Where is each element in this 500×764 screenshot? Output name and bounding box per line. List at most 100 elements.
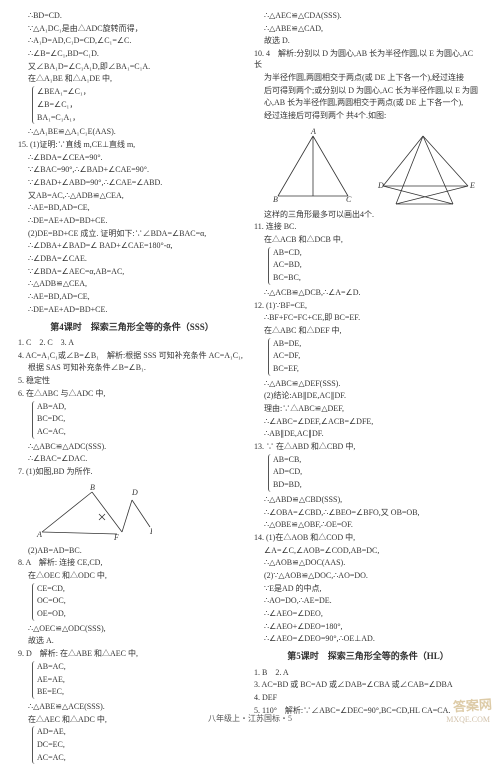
- text-line: ∴∠OBA=∠CBD,∴∠BEO=∠BFO,又 OB=OB,: [254, 507, 482, 518]
- text-line: ∴∠ABC=∠DEF,∠ACB=∠DFE,: [254, 416, 482, 427]
- text-line: 1. B 2. A: [254, 667, 482, 678]
- equation-line: BE=EC,: [37, 686, 246, 697]
- text-line: 后可得到两个;或分别以 D 为圆心,AC 长为半径作圆,以 E 为圆: [254, 85, 482, 96]
- text-line: 经过连接后可得到两个 共4个.如图:: [254, 110, 482, 121]
- svg-text:F: F: [113, 533, 119, 542]
- equation-line: BA₁=C₁A₁，: [37, 112, 246, 123]
- svg-text:C: C: [346, 195, 352, 204]
- text-line: ∴DE=AE+AD=BD+CE.: [18, 304, 246, 315]
- text-line: 9. D 解析: 在△ABE 和△AEC 中,: [18, 648, 246, 659]
- text-line: ∴△ABE≌△CAD,: [254, 23, 482, 34]
- text-line: ∴△ACB≌△DCB,∴∠A=∠D.: [254, 287, 482, 298]
- text-line: ∵△A₁DC₁是由△ADC旋转而得，: [18, 23, 246, 34]
- text-line: ∴AB∥DE,AC∥DF.: [254, 428, 482, 439]
- text-line: ∴△ABE≌△ACE(SSS).: [18, 701, 246, 712]
- text-line: 8. A 解析: 连接 CE,CD,: [18, 557, 246, 568]
- page-footer: 八年级上・江苏国标・5: [0, 713, 500, 724]
- left-column: ∴BD=CD. ∵△A₁DC₁是由△ADC旋转而得，∴A₁D=AD,C₁D=CD,…: [18, 10, 246, 707]
- text-line: 12. (1)∵BF=CE,: [254, 300, 482, 311]
- text-line: 6. 在△ABC 与△ADC 中,: [18, 388, 246, 399]
- text-line: 这样的三角形最多可以画出4个.: [254, 209, 482, 220]
- text-line: 为半径作圆,两圆相交于两点(或 DE 上下各一个),经过连接: [254, 72, 482, 83]
- text-line: ∴AO=DO,∴AE=DE.: [254, 595, 482, 606]
- text-line: 故选 D.: [254, 35, 482, 46]
- text-line: 在△A₁BE 和△A₁DE 中,: [18, 73, 246, 84]
- text-line: ∵∠BDA=∠AEC=α,AB=AC,: [18, 266, 246, 277]
- text-line: ∴BF+FC=FC+CE,即 BC=EF.: [254, 312, 482, 323]
- equation-line: AC=BD,: [273, 259, 482, 270]
- equation-line: AB=AC,: [37, 661, 246, 672]
- text-line: 在△ACB 和△DCB 中,: [254, 234, 482, 245]
- text-line: ∴∠AEO=∠DEO=90°,∴OE⊥AD.: [254, 633, 482, 644]
- section-title: 第4课时 探索三角形全等的条件（SSS）: [18, 321, 246, 334]
- text-line: ∴AE=BD,AD=CE,: [18, 291, 246, 302]
- text-line: 4. DEF: [254, 692, 482, 703]
- section-title: 第5课时 探索三角形全等的条件（HL）: [254, 650, 482, 663]
- text-line: ∴A₁D=AD,C₁D=CD,∠C₁=∠C.: [18, 35, 246, 46]
- equation-line: AD=CD,: [273, 466, 482, 477]
- equation-line: AB=CB,: [273, 454, 482, 465]
- text-line: 在△ABC 和△DEF 中,: [254, 325, 482, 336]
- text-line: ∵E是AD 的中点,: [254, 583, 482, 594]
- text-line: ∴∠BDA=∠CEA=90°.: [18, 152, 246, 163]
- text-line: 3. AC=BD 或 BC=AD 或∠DAB=∠CBA 或∠CAB=∠DBA: [254, 679, 482, 690]
- text-line: ∴∠AEO+∠DEO=180°,: [254, 621, 482, 632]
- equation-line: AE=AE,: [37, 674, 246, 685]
- text-line: ∴△ABC≌△DEF(SSS).: [254, 378, 482, 389]
- equation-brace-group: CE=CD,OC=OC,OE=OD,: [32, 583, 246, 621]
- svg-text:A: A: [36, 530, 42, 539]
- text-line: ∴∠DBA+∠BAD=∠ BAD+∠CAE=180°-α,: [18, 240, 246, 251]
- geometry-diagram: A B C D E: [268, 126, 482, 206]
- equation-brace-group: AB=DE,AC=DF,BC=EF,: [268, 338, 482, 376]
- svg-text:D: D: [377, 181, 384, 190]
- text-line: 心,AB 长为半径作圆,两圆相交于两点(或 DE 上下各一个),: [254, 97, 482, 108]
- svg-text:A: A: [310, 127, 316, 136]
- equation-line: BC=DC,: [37, 413, 246, 424]
- geometry-diagram: ABDEF: [32, 482, 246, 542]
- equation-line: AB=DE,: [273, 338, 482, 349]
- text-line: ∴△OBE≌△OBF,∴OE=OF.: [254, 519, 482, 530]
- equation-brace-group: AD=AE,DC=EC,AC=AC,: [32, 726, 246, 764]
- equation-line: OE=OD,: [37, 608, 246, 619]
- text-line: ∴AE=BD,AD=CE,: [18, 202, 246, 213]
- text-line: 13. ∵ 在△ABD 和△CBD 中,: [254, 441, 482, 452]
- text-line: ∴BD=CD.: [18, 10, 246, 21]
- equation-line: AB=AD,: [37, 401, 246, 412]
- text-line: ∴△A₁BE≌△A₁C₁E(AAS).: [18, 126, 246, 137]
- text-line: 4. AC=A₁C₁或∠B=∠B₁ 解析:根据 SSS 可知补充条件 AC=A₁…: [18, 350, 246, 361]
- text-line: 15. (1)证明:∵直线 m,CE⊥直线 m,: [18, 139, 246, 150]
- equation-line: AC=DF,: [273, 350, 482, 361]
- equation-line: AB=CD,: [273, 247, 482, 258]
- equation-line: BC=BC,: [273, 272, 482, 283]
- equation-line: AC=AC,: [37, 426, 246, 437]
- text-line: 14. (1)在△AOB 和△COD 中,: [254, 532, 482, 543]
- svg-text:B: B: [273, 195, 278, 204]
- text-line: ∠A=∠C,∠AOB=∠COD,AB=DC,: [254, 545, 482, 556]
- right-column: ∴△AEC≌△CDA(SSS). ∴△ABE≌△CAD,故选 D. 10. 4 解析…: [254, 10, 482, 707]
- text-line: (2)AB=AD=BC.: [18, 545, 246, 556]
- svg-text:B: B: [90, 483, 95, 492]
- text-line: ∴∠AEO=∠DEO,: [254, 608, 482, 619]
- equation-line: ∠B=∠C₁，: [37, 99, 246, 110]
- equation-brace-group: AB=CD,AC=BD, BC=BC,: [268, 247, 482, 285]
- text-line: (2)结论:AB∥DE,AC∥DF.: [254, 390, 482, 401]
- text-line: ∵∠BAD+∠ABD=90°,∴∠CAE=∠ABD.: [18, 177, 246, 188]
- svg-text:E: E: [469, 181, 475, 190]
- text-line: ∴△AEC≌△CDA(SSS).: [254, 10, 482, 21]
- text-line: (2)∵△AOB≌△DOC,∴AO=DO.: [254, 570, 482, 581]
- equation-line: AC=AC,: [37, 752, 246, 763]
- equation-line: CE=CD,: [37, 583, 246, 594]
- text-line: 根据 SAS 可知补充条件∠B=∠B₁.: [18, 362, 246, 373]
- svg-text:E: E: [149, 527, 152, 536]
- text-line: ∴△ABD≌△CBD(SSS),: [254, 494, 482, 505]
- text-line: ∴△ABC≌△ADC(SSS).: [18, 441, 246, 452]
- text-line: ∴△ADB≌△CEA,: [18, 278, 246, 289]
- text-line: ∴△OEC≌△ODC(SSS),: [18, 623, 246, 634]
- text-line: 又∠BA₁D=∠C₁A₁D,即∠BA₁=C₁A.: [18, 61, 246, 72]
- equation-line: DC=EC,: [37, 739, 246, 750]
- equation-brace-group: AB=AD,BC=DC, AC=AC,: [32, 401, 246, 439]
- text-line: 故选 A.: [18, 635, 246, 646]
- text-line: 5. 稳定性: [18, 375, 246, 386]
- text-line: ∴∠B=∠C₁,BD=C₁D.: [18, 48, 246, 59]
- text-line: 10. 4 解析:分别以 D 为圆心,AB 长为半径作圆,以 E 为圆心,AC …: [254, 48, 482, 70]
